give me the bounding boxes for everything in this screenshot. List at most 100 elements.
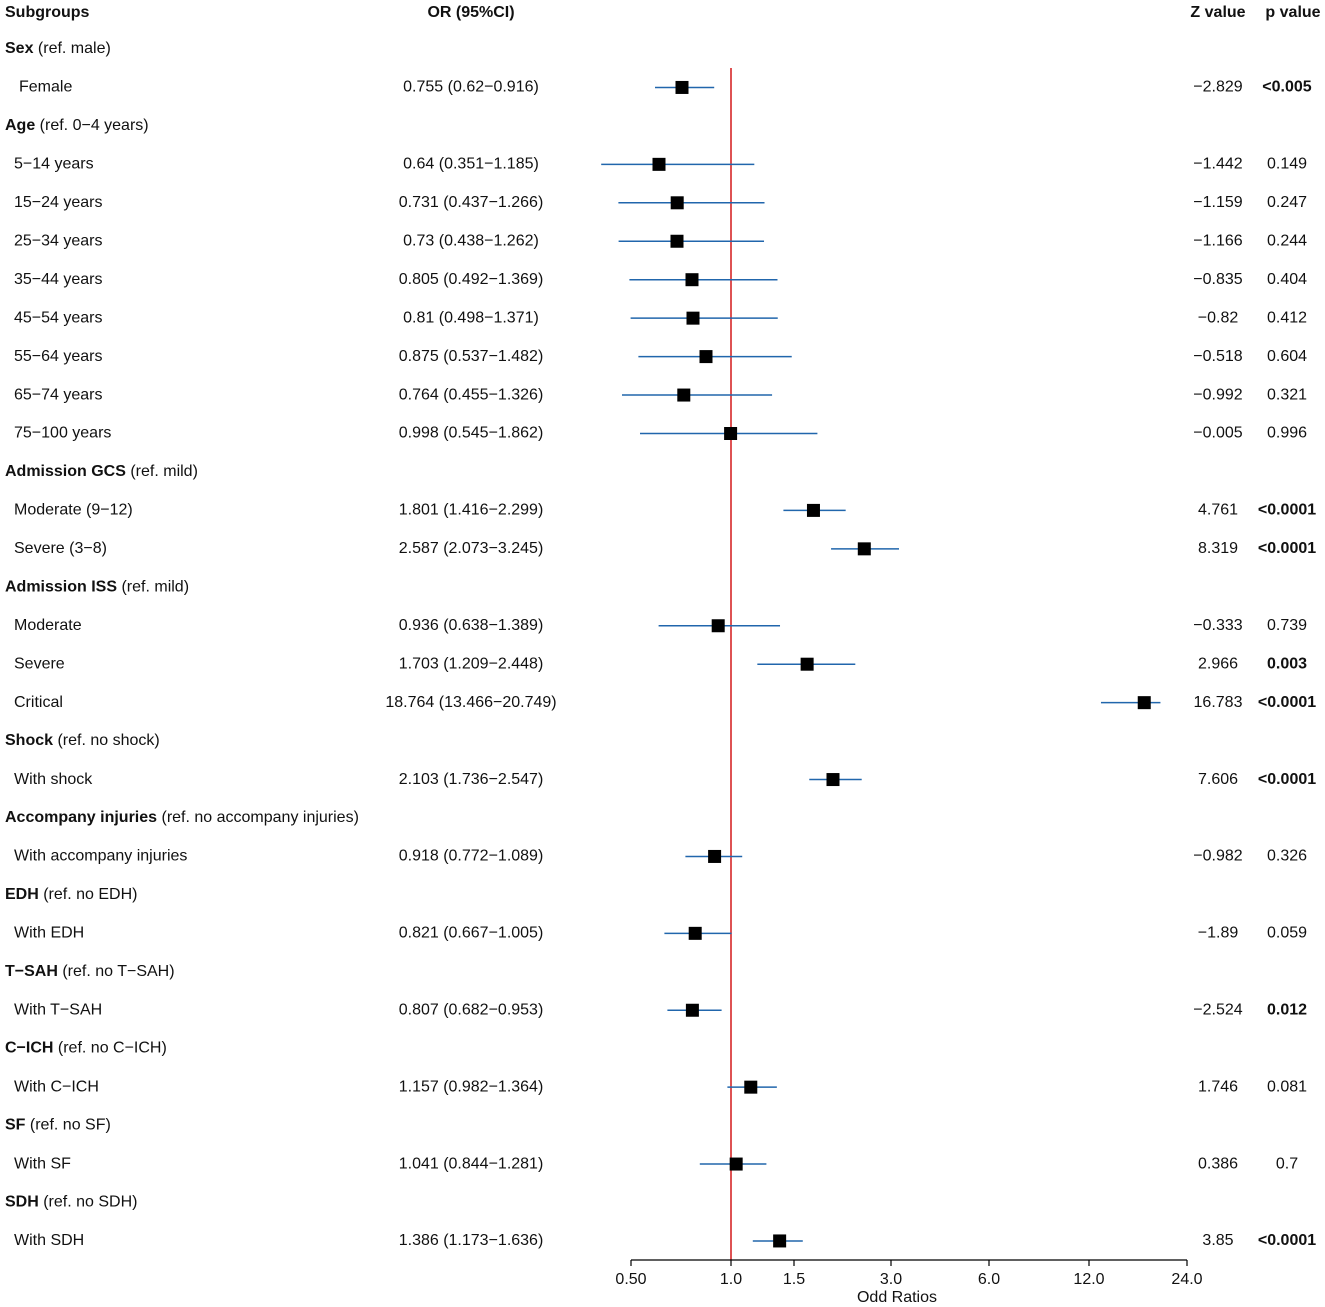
x-axis-label: Odd Ratios bbox=[857, 1289, 937, 1306]
or-point bbox=[708, 849, 722, 863]
group-name: SF bbox=[5, 1117, 26, 1134]
p-value: 0.412 bbox=[1267, 309, 1307, 326]
group-name: T−SAH bbox=[5, 963, 58, 980]
or-point bbox=[699, 350, 713, 364]
group-header-text: C−ICH (ref. no C−ICH) bbox=[5, 1040, 167, 1057]
group-header-text: Sex (ref. male) bbox=[5, 40, 111, 57]
group-reference: (ref. 0−4 years) bbox=[35, 117, 148, 134]
subgroup-label: Severe bbox=[14, 655, 65, 672]
or-ci-text: 0.805 (0.492−1.369) bbox=[399, 271, 544, 288]
or-ci-text: 1.703 (1.209−2.448) bbox=[399, 655, 544, 672]
group-reference: (ref. no shock) bbox=[53, 732, 160, 749]
or-point bbox=[857, 542, 871, 556]
group-name: Age bbox=[5, 117, 35, 134]
or-point bbox=[686, 311, 700, 325]
z-value: −1.442 bbox=[1193, 156, 1242, 173]
z-value: 0.386 bbox=[1198, 1155, 1238, 1172]
subgroup-label: Severe (3−8) bbox=[14, 540, 107, 557]
p-value: 0.003 bbox=[1267, 655, 1307, 672]
group-name: SDH bbox=[5, 1194, 39, 1211]
subgroup-label: With EDH bbox=[14, 925, 84, 942]
data-row: Critical 18.764 (13.466−20.749) 16.783 <0.0… bbox=[14, 694, 1316, 711]
subgroups-column-header: Subgroups bbox=[5, 4, 90, 21]
or-ci-text: 18.764 (13.466−20.749) bbox=[385, 694, 556, 711]
data-row: With C−ICH 1.157 (0.982−1.364) 1.746 0.081 bbox=[14, 1078, 1307, 1095]
x-tick-label: 1.5 bbox=[783, 1271, 805, 1288]
subgroup-label: Moderate bbox=[14, 617, 82, 634]
group-header: Accompany injuries (ref. no accompany in… bbox=[5, 809, 359, 826]
subgroup-label: Critical bbox=[14, 694, 63, 711]
group-reference: (ref. no T−SAH) bbox=[58, 963, 175, 980]
data-row: With shock 2.103 (1.736−2.547) 7.606 <0.000… bbox=[14, 771, 1316, 788]
or-ci-text: 0.936 (0.638−1.389) bbox=[399, 617, 544, 634]
or-ci-text: 2.587 (2.073−3.245) bbox=[399, 540, 544, 557]
p-value: 0.404 bbox=[1267, 271, 1307, 288]
or-column-header: OR (95%CI) bbox=[427, 4, 514, 21]
data-row: With T−SAH 0.807 (0.682−0.953) −2.524 0.012 bbox=[14, 1001, 1307, 1018]
or-ci-text: 0.731 (0.437−1.266) bbox=[399, 194, 544, 211]
group-name: Admission GCS bbox=[5, 463, 126, 480]
or-ci-text: 0.821 (0.667−1.005) bbox=[399, 925, 544, 942]
or-point bbox=[1137, 696, 1151, 710]
or-point bbox=[806, 503, 820, 517]
or-ci-text: 0.807 (0.682−0.953) bbox=[399, 1001, 544, 1018]
p-value: 0.247 bbox=[1267, 194, 1307, 211]
p-value: <0.0001 bbox=[1258, 540, 1316, 557]
data-row: Severe 1.703 (1.209−2.448) 2.966 0.003 bbox=[14, 655, 1307, 672]
z-value: 2.966 bbox=[1198, 655, 1238, 672]
subgroup-label: 75−100 years bbox=[14, 425, 111, 442]
or-point bbox=[826, 773, 840, 787]
or-ci-text: 0.998 (0.545−1.862) bbox=[399, 425, 544, 442]
group-header-text: Admission ISS (ref. mild) bbox=[5, 579, 189, 596]
rows-layer: Sex (ref. male) Female 0.755 (0.62−0.916) −… bbox=[5, 40, 1316, 1260]
group-header-text: Admission GCS (ref. mild) bbox=[5, 463, 198, 480]
p-value: <0.0001 bbox=[1258, 771, 1316, 788]
data-row: 35−44 years 0.805 (0.492−1.369) −0.835 0.40… bbox=[14, 271, 1307, 288]
group-header-text: Age (ref. 0−4 years) bbox=[5, 117, 149, 134]
or-ci-text: 0.875 (0.537−1.482) bbox=[399, 348, 544, 365]
p-value: <0.0001 bbox=[1258, 694, 1316, 711]
or-point bbox=[724, 427, 738, 440]
group-name: EDH bbox=[5, 886, 39, 903]
or-ci-text: 0.81 (0.498−1.371) bbox=[403, 309, 539, 326]
or-point bbox=[685, 1003, 699, 1017]
group-name: Shock bbox=[5, 732, 53, 749]
data-row: With accompany injuries 0.918 (0.772−1.08… bbox=[14, 848, 1307, 865]
z-value: −2.524 bbox=[1193, 1001, 1242, 1018]
p-value: 0.321 bbox=[1267, 386, 1307, 403]
z-column-header: Z value bbox=[1190, 4, 1245, 21]
x-tick-label: 0.50 bbox=[615, 1271, 646, 1288]
group-header: SDH (ref. no SDH) bbox=[5, 1194, 137, 1211]
z-value: −1.159 bbox=[1193, 194, 1242, 211]
subgroup-label: Moderate (9−12) bbox=[14, 502, 133, 519]
group-reference: (ref. no SDH) bbox=[39, 1194, 138, 1211]
group-header: T−SAH (ref. no T−SAH) bbox=[5, 963, 175, 980]
data-row: Female 0.755 (0.62−0.916) −2.829 <0.005 bbox=[19, 79, 1312, 96]
data-row: Severe (3−8) 2.587 (2.073−3.245) 8.319 <0.0… bbox=[14, 540, 1316, 557]
group-name: Admission ISS bbox=[5, 579, 117, 596]
or-ci-text: 0.764 (0.455−1.326) bbox=[399, 386, 544, 403]
data-row: With SF 1.041 (0.844−1.281) 0.386 0.7 bbox=[14, 1155, 1298, 1172]
z-value: −0.982 bbox=[1193, 848, 1242, 865]
group-name: C−ICH bbox=[5, 1040, 53, 1057]
p-column-header: p value bbox=[1265, 4, 1320, 21]
or-ci-text: 0.73 (0.438−1.262) bbox=[403, 232, 539, 249]
subgroup-label: With shock bbox=[14, 771, 93, 788]
x-tick-label: 3.0 bbox=[880, 1271, 902, 1288]
p-value: 0.149 bbox=[1267, 156, 1307, 173]
subgroup-label: 55−64 years bbox=[14, 348, 103, 365]
x-tick-label: 1.0 bbox=[720, 1271, 742, 1288]
data-row: 75−100 years 0.998 (0.545−1.862) −0.005 0.9… bbox=[14, 425, 1307, 442]
group-reference: (ref. no SF) bbox=[25, 1117, 110, 1134]
x-axis: 0.50 1.0 1.5 3.0 6.0 12.0 24.0 bbox=[615, 1259, 1203, 1288]
subgroup-label: 65−74 years bbox=[14, 386, 103, 403]
group-header-text: Shock (ref. no shock) bbox=[5, 732, 160, 749]
x-tick-label: 6.0 bbox=[978, 1271, 1000, 1288]
z-value: 1.746 bbox=[1198, 1078, 1238, 1095]
p-value: 0.244 bbox=[1267, 232, 1307, 249]
group-reference: (ref. mild) bbox=[126, 463, 198, 480]
data-row: 65−74 years 0.764 (0.455−1.326) −0.992 0.32… bbox=[14, 386, 1307, 403]
z-value: −0.992 bbox=[1193, 386, 1242, 403]
group-header: Age (ref. 0−4 years) bbox=[5, 117, 149, 134]
group-reference: (ref. mild) bbox=[117, 579, 189, 596]
